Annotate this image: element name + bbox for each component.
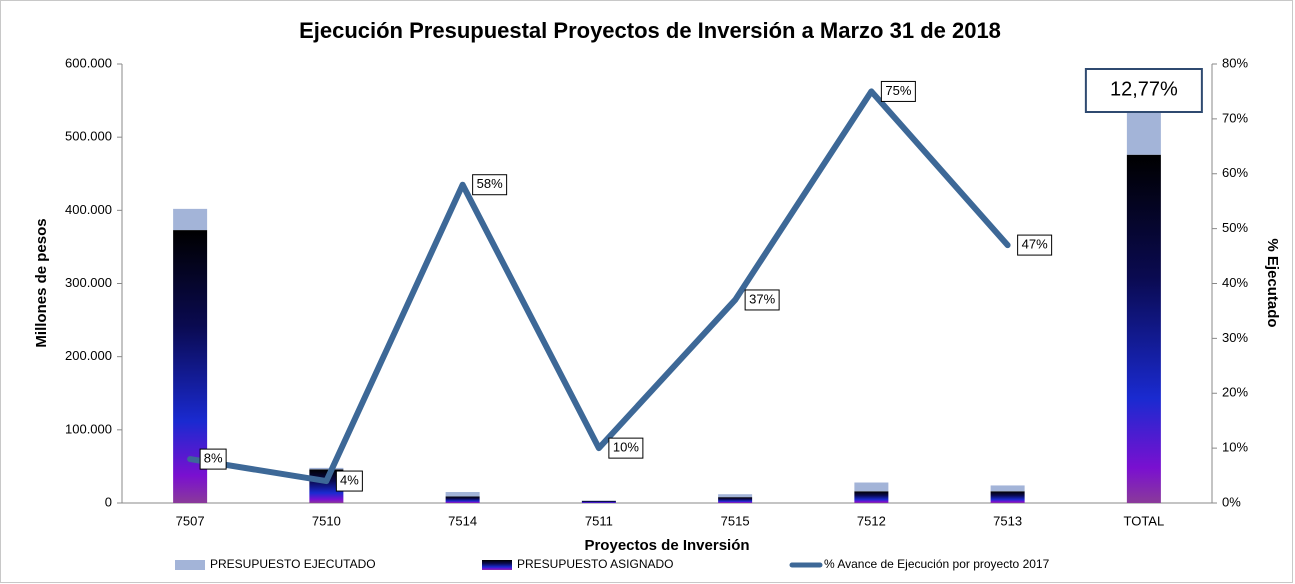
- legend-label: PRESUPUESTO ASIGNADO: [517, 557, 674, 571]
- chart-title: Ejecución Presupuestal Proyectos de Inve…: [299, 18, 1001, 43]
- y2-tick-label: 30%: [1222, 330, 1248, 345]
- y-tick-label: 200.000: [65, 348, 112, 363]
- data-label: 4%: [340, 472, 359, 487]
- bar-asignado: [445, 496, 480, 503]
- x-tick-label: 7514: [448, 513, 477, 528]
- data-label-box: [1017, 234, 1053, 256]
- y2-tick-label: 0%: [1222, 494, 1241, 509]
- bar-ejecutado: [173, 208, 208, 231]
- x-tick-label: 7515: [721, 513, 750, 528]
- bar-asignado: [990, 491, 1025, 503]
- data-label-box: [744, 289, 780, 311]
- bar-asignado: [718, 497, 753, 503]
- y-tick-label: 500.000: [65, 129, 112, 144]
- x-tick-label: 7511: [585, 513, 613, 528]
- data-label: 47%: [1022, 237, 1048, 252]
- x-tick-label: TOTAL: [1124, 513, 1165, 528]
- y2-tick-label: 80%: [1222, 55, 1248, 70]
- x-tick-label: 7507: [176, 513, 205, 528]
- bar-asignado: [581, 500, 616, 503]
- bar-ejecutado: [990, 485, 1025, 492]
- legend-swatch: [175, 560, 205, 570]
- y2-tick-label: 20%: [1222, 385, 1248, 400]
- legend-swatch: [482, 560, 512, 570]
- y2-tick-label: 50%: [1222, 220, 1248, 235]
- y-tick-label: 600.000: [65, 55, 112, 70]
- data-label-box: [199, 448, 227, 470]
- data-label: 8%: [204, 451, 223, 466]
- bar-ejecutado: [445, 492, 480, 497]
- legend-label: PRESUPUESTO EJECUTADO: [210, 557, 376, 571]
- y-tick-label: 400.000: [65, 202, 112, 217]
- data-label: 37%: [749, 291, 775, 306]
- line-series: [187, 88, 1011, 485]
- y2-tick-label: 40%: [1222, 275, 1248, 290]
- bar-ejecutado: [309, 467, 344, 470]
- bar-asignado: [854, 491, 889, 503]
- bar-ejecutado: [718, 494, 753, 498]
- data-label: 75%: [885, 83, 911, 98]
- bar-asignado: [1126, 154, 1161, 503]
- bar-ejecutado: [854, 482, 889, 492]
- data-label-box: [472, 174, 508, 196]
- x-tick-label: 7510: [312, 513, 341, 528]
- y2-tick-label: 60%: [1222, 165, 1248, 180]
- y2-tick-label: 70%: [1222, 110, 1248, 125]
- y-tick-label: 300.000: [65, 275, 112, 290]
- y-tick-label: 0: [105, 494, 112, 509]
- y-tick-label: 100.000: [65, 421, 112, 436]
- annotation: 12,77%: [1110, 78, 1178, 100]
- x-tick-label: 7512: [857, 513, 886, 528]
- bar-ejecutado: [1126, 110, 1161, 155]
- data-label: 10%: [613, 440, 639, 455]
- data-label-box: [880, 80, 916, 102]
- y-axis-title: Millones de pesos: [33, 218, 50, 347]
- y2-axis-title: % Ejecutado: [1264, 238, 1281, 327]
- data-label-box: [608, 437, 644, 459]
- data-label: 58%: [477, 176, 503, 191]
- annotation-box: [1084, 68, 1203, 113]
- data-label-box: [335, 470, 363, 492]
- x-tick-label: 7513: [993, 513, 1022, 528]
- x-axis-title: Proyectos de Inversión: [584, 537, 749, 554]
- y2-tick-label: 10%: [1222, 440, 1248, 455]
- legend-label: % Avance de Ejecución por proyecto 2017: [824, 557, 1050, 571]
